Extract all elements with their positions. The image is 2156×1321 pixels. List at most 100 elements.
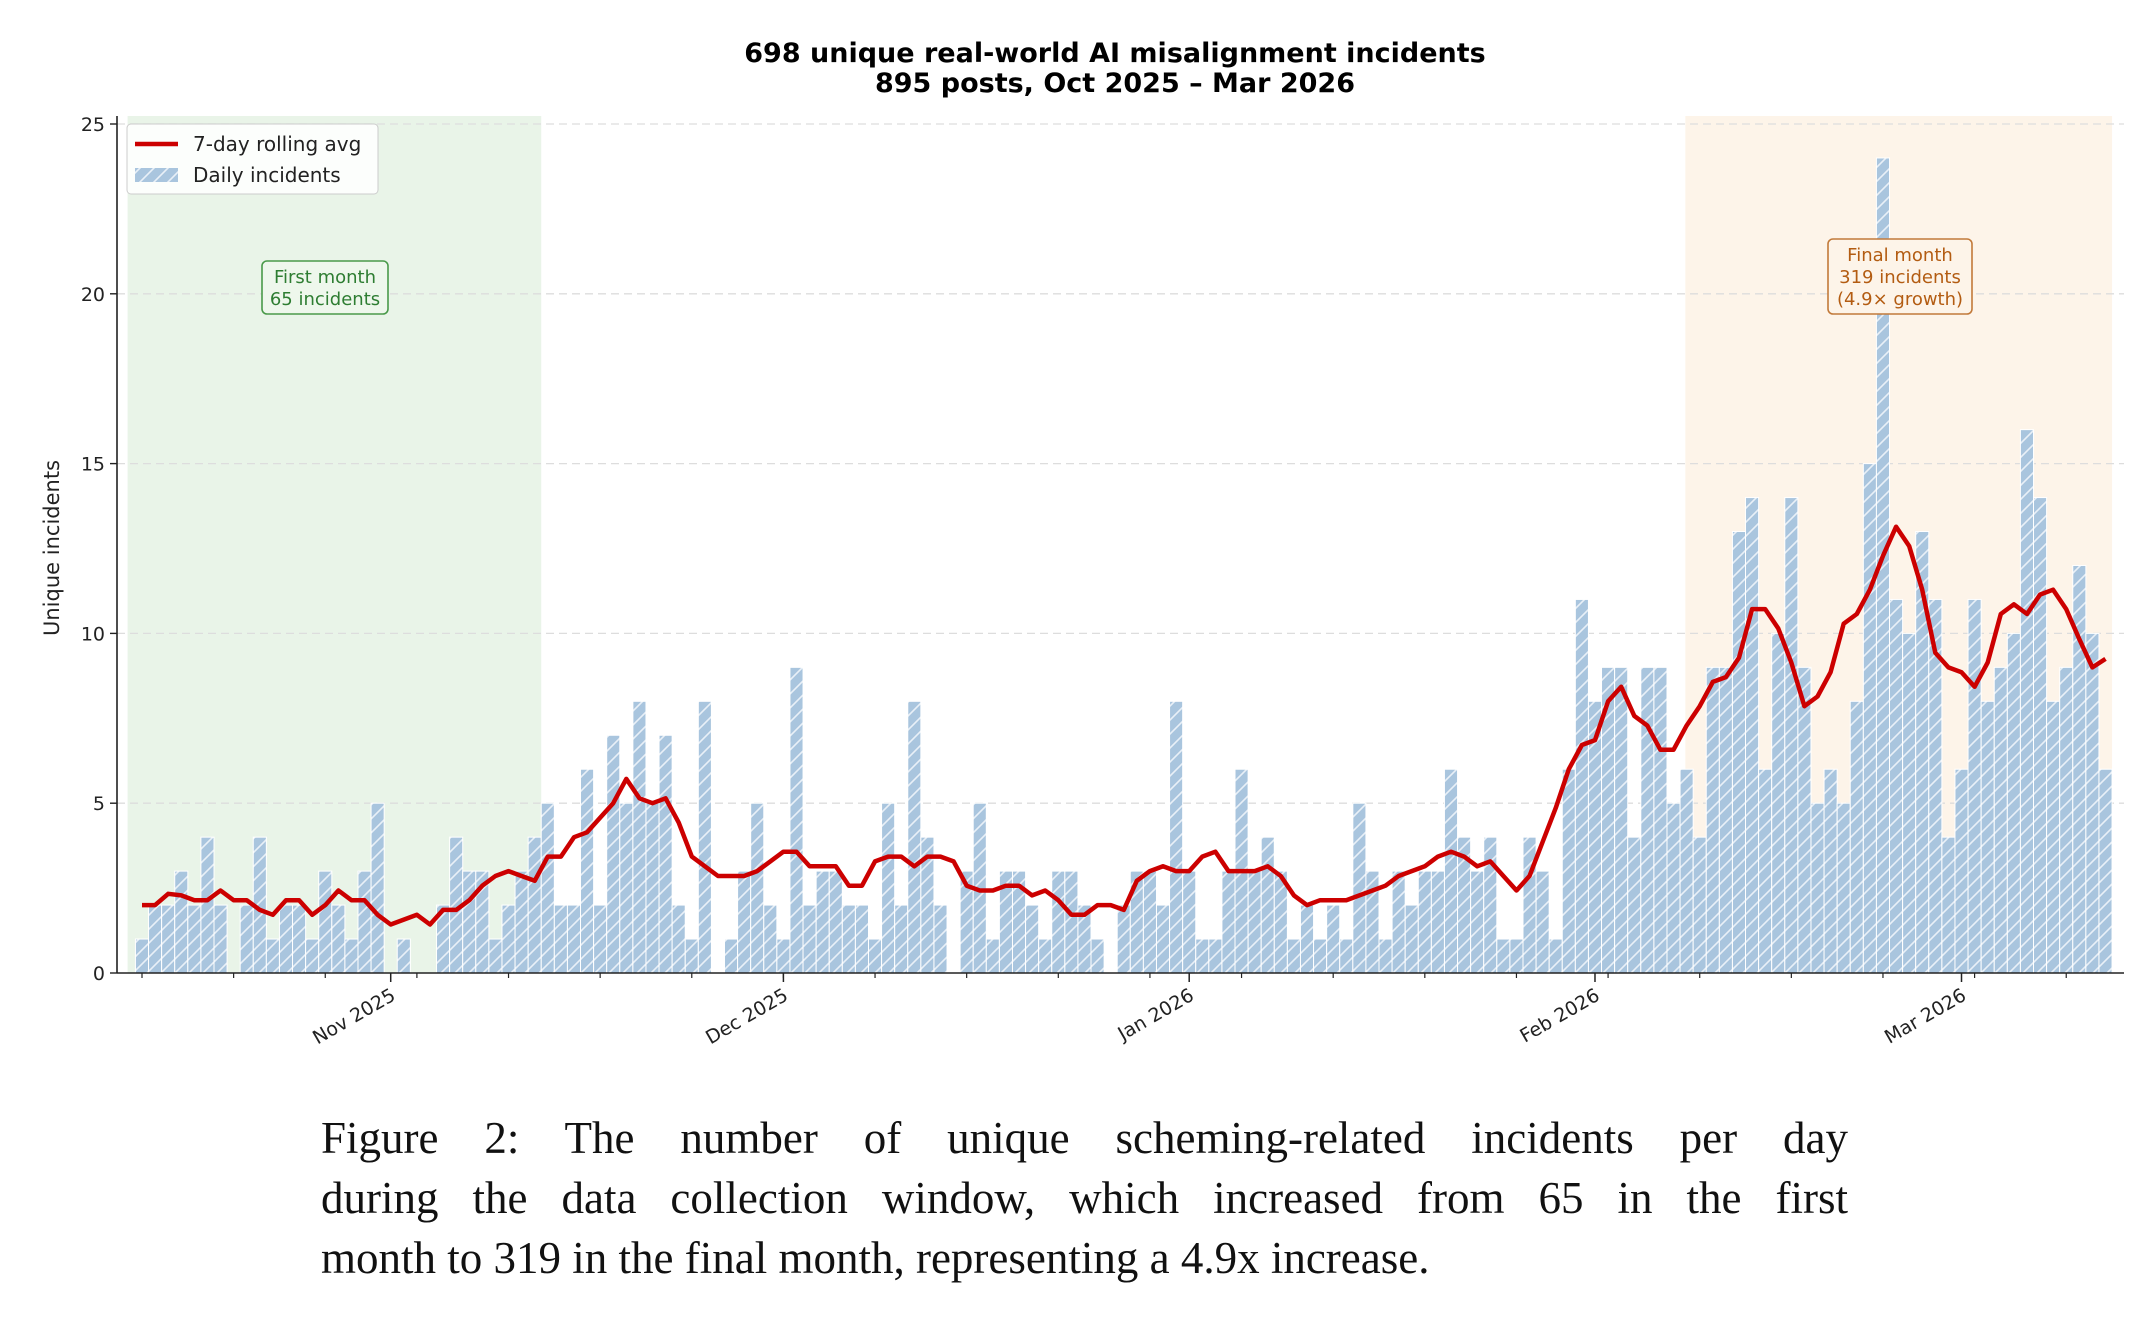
bar-hatch <box>750 803 764 973</box>
bar-hatch <box>1627 837 1641 973</box>
bar-hatch <box>148 905 162 973</box>
bar-hatch <box>1889 599 1903 973</box>
bar-hatch <box>1064 871 1078 973</box>
bar-hatch <box>1470 871 1484 973</box>
first-month-region <box>127 116 542 973</box>
bar-hatch <box>292 905 306 973</box>
caption-line: month to 319 in the final month, represe… <box>321 1233 1430 1283</box>
bar-hatch <box>1680 769 1694 973</box>
annotation-box <box>1827 238 1973 315</box>
bar-hatch <box>1640 667 1654 973</box>
bar-hatch <box>331 905 345 973</box>
bar-hatch <box>1169 701 1183 973</box>
bar-hatch <box>1012 871 1026 973</box>
legend-bar-hatch <box>135 168 178 182</box>
bar-hatch <box>1274 871 1288 973</box>
bar-hatch <box>606 735 620 973</box>
bar-hatch <box>515 871 529 973</box>
bar-hatch <box>986 939 1000 973</box>
bar-hatch <box>1954 769 1969 973</box>
bar-hatch <box>803 905 817 973</box>
bar-hatch <box>1457 837 1471 973</box>
bar-hatch <box>1915 531 1929 973</box>
bar-hatch <box>763 905 777 973</box>
bar-hatch <box>960 871 974 973</box>
bar-hatch <box>1156 905 1170 973</box>
legend-box <box>126 123 379 195</box>
bar-hatch <box>1797 667 1811 973</box>
bar-hatch <box>488 939 502 973</box>
bar-hatch <box>593 905 607 973</box>
bar-hatch <box>2098 769 2113 973</box>
bar-hatch <box>1208 939 1222 973</box>
bar-hatch <box>318 871 332 973</box>
bar-hatch <box>1732 531 1746 973</box>
bar-hatch <box>724 939 738 973</box>
bar-hatch <box>240 905 254 973</box>
bar-hatch <box>816 871 830 973</box>
bar-hatch <box>1575 599 1589 973</box>
bar-hatch <box>2020 429 2034 973</box>
bar-hatch <box>1562 769 1576 973</box>
bar-hatch <box>397 939 411 973</box>
y-tick-label: 20 <box>81 284 105 306</box>
bar-hatch <box>894 905 908 973</box>
bar-hatch <box>1038 939 1052 973</box>
caption-line: Figure 2: The number of unique scheming-… <box>321 1113 1848 1163</box>
bar-hatch <box>449 837 463 973</box>
bar-hatch <box>371 803 385 973</box>
annotation-box <box>261 260 389 315</box>
legend-label-rolling-avg: 7-day rolling avg <box>193 132 361 156</box>
bar-hatch <box>1248 871 1262 973</box>
bar-hatch <box>1876 157 1890 973</box>
bar-hatch <box>462 871 476 973</box>
y-tick-label: 15 <box>81 454 105 476</box>
bar-hatch <box>1549 939 1563 973</box>
bar-hatch <box>1405 905 1419 973</box>
bar-hatch <box>1758 769 1772 973</box>
bar-hatch <box>999 871 1013 973</box>
bar-hatch <box>1313 939 1327 973</box>
bar-hatch <box>855 905 869 973</box>
bar-hatch <box>1536 871 1550 973</box>
bar-hatch <box>1326 905 1340 973</box>
bar-hatch <box>1130 871 1144 973</box>
bar-hatch <box>659 735 673 973</box>
bar-hatch <box>174 871 188 973</box>
bar-hatch <box>1850 701 1864 973</box>
bar-hatch <box>305 939 319 973</box>
bar-hatch <box>1379 939 1393 973</box>
bar-hatch <box>1968 599 1982 973</box>
x-tick-label: Feb 2026 <box>1516 984 1603 1047</box>
bar-hatch <box>253 837 267 973</box>
bar-hatch <box>1496 939 1510 973</box>
bar-hatch <box>1941 837 1955 973</box>
bar-hatch <box>672 905 686 973</box>
bar-hatch <box>2085 633 2099 973</box>
bar-hatch <box>1352 803 1366 973</box>
bar-hatch <box>1614 667 1628 973</box>
bar-hatch <box>541 803 555 973</box>
bar-hatch <box>933 905 948 973</box>
bar-hatch <box>881 803 895 973</box>
bar-hatch <box>1221 871 1236 973</box>
y-tick-label: 25 <box>81 114 105 136</box>
y-tick-label: 10 <box>81 623 105 645</box>
annotation-text: First month <box>274 267 376 288</box>
bar-hatch <box>1601 667 1615 973</box>
y-tick-label: 5 <box>93 793 105 815</box>
bar-hatch <box>1863 463 1877 973</box>
x-tick-label: Jan 2026 <box>1113 984 1197 1045</box>
annotation-text: Final month <box>1847 245 1953 266</box>
bar-hatch <box>2033 497 2047 973</box>
bar-hatch <box>1994 667 2008 973</box>
bar-hatch <box>2046 701 2060 973</box>
annotation-text: (4.9× growth) <box>1837 289 1963 310</box>
bar-hatch <box>2007 633 2021 973</box>
bar-hatch <box>2059 667 2073 973</box>
bar-hatch <box>213 905 228 973</box>
bar-hatch <box>161 905 175 973</box>
bar-hatch <box>737 871 751 973</box>
bar-hatch <box>528 837 542 973</box>
